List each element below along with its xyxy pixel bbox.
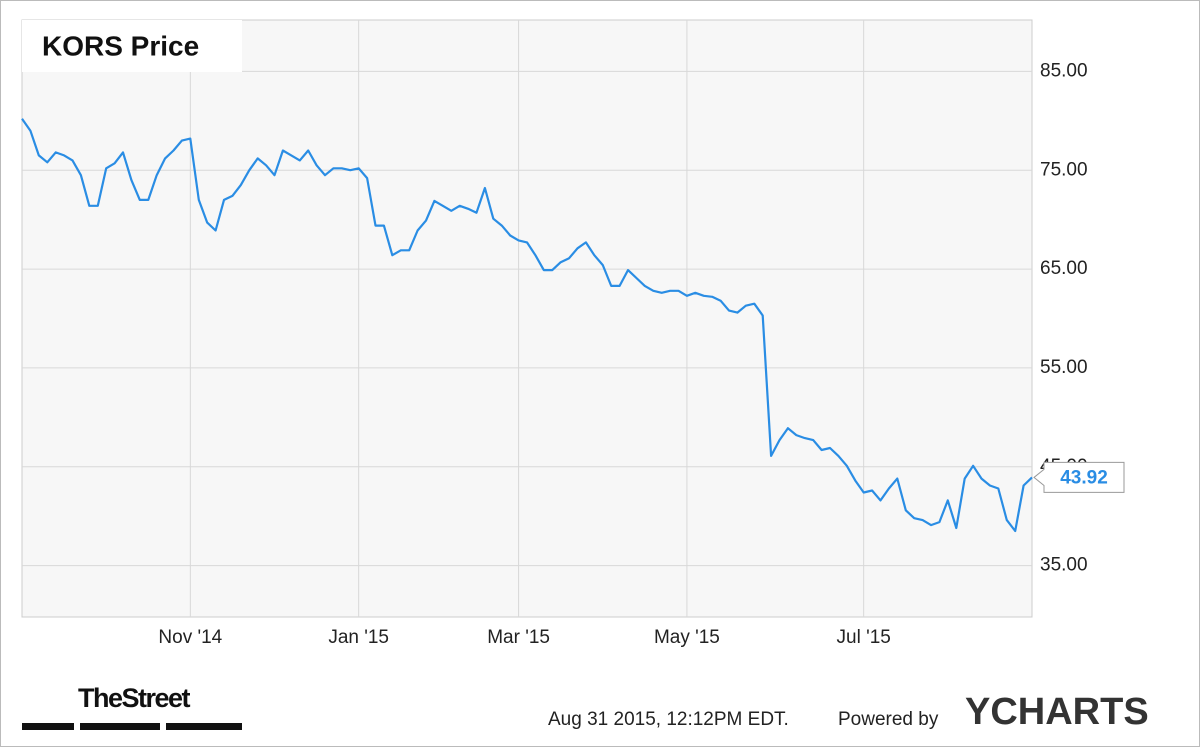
powered-by: Powered by: [838, 709, 939, 730]
price-line: [21, 118, 1033, 533]
last-value-label: 43.92: [1060, 467, 1108, 488]
plot-area: [21, 19, 1033, 618]
y-tick-label: 55.00: [1040, 357, 1088, 378]
x-tick-label: Mar '15: [487, 627, 550, 648]
last-value-callout: [1033, 461, 1125, 493]
x-tick-label: Nov '14: [158, 627, 222, 648]
x-tick-label: May '15: [654, 627, 720, 648]
grid: [22, 20, 1032, 617]
y-tick-label: 35.00: [1040, 555, 1088, 576]
chart-title: KORS Price: [42, 30, 199, 61]
brand-bar: [166, 723, 242, 730]
y-tick-label: 85.00: [1040, 60, 1088, 81]
brand-bar: [22, 723, 74, 730]
y-tick-label: 65.00: [1040, 258, 1088, 279]
timestamp: Aug 31 2015, 12:12PM EDT.: [548, 709, 789, 730]
x-tick-label: Jan '15: [328, 627, 389, 648]
brand-bar: [80, 723, 160, 730]
title-box: [22, 20, 242, 72]
brand-logo: TheStreet: [78, 683, 191, 713]
x-tick-label: Jul '15: [837, 627, 891, 648]
provider-logo: YCHARTS: [965, 691, 1149, 733]
marks: [21, 118, 1033, 533]
y-tick-label: 75.00: [1040, 159, 1088, 180]
